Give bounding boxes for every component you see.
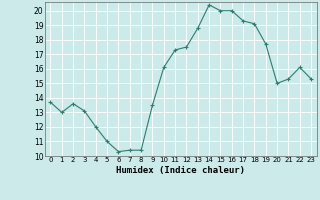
X-axis label: Humidex (Indice chaleur): Humidex (Indice chaleur) bbox=[116, 166, 245, 175]
